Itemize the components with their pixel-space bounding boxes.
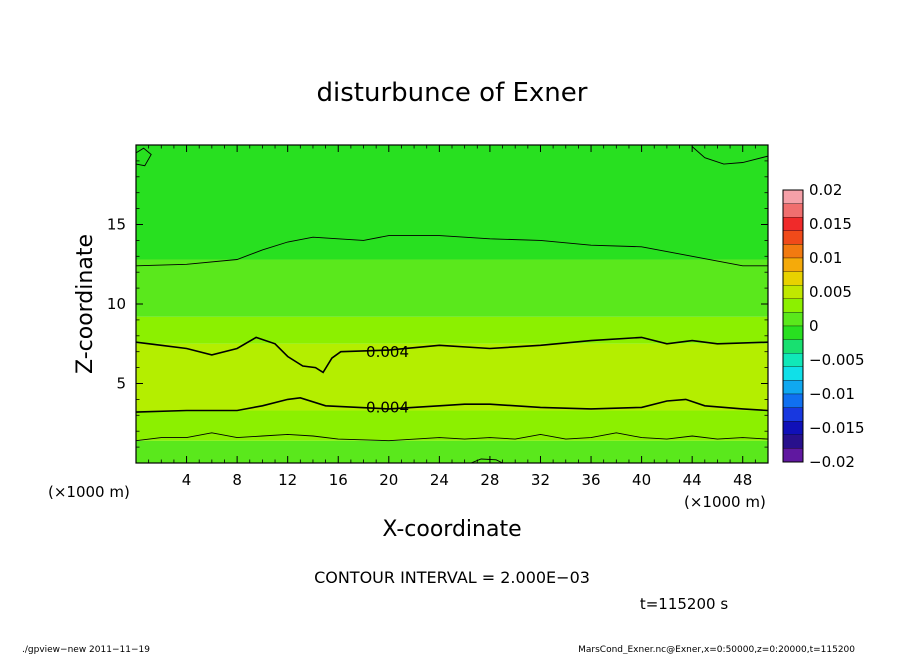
x-tick-label-28: 28 xyxy=(480,471,499,489)
x-tick-label-20: 20 xyxy=(379,471,398,489)
colorbar-level-3 xyxy=(782,230,804,245)
x-unit-left: (×1000 m) xyxy=(48,483,130,501)
contour-line-3 xyxy=(136,432,768,442)
x-tick-label-16: 16 xyxy=(329,471,348,489)
chart-title: disturbunce of Exner xyxy=(317,78,588,108)
x-axis-label: X-coordinate xyxy=(382,517,521,542)
contour-line-4 xyxy=(691,146,768,165)
colorbar-level-13 xyxy=(782,366,804,381)
colorbar-level-5 xyxy=(782,257,804,272)
field-band-1 xyxy=(136,410,768,441)
contour-interval-note: CONTOUR INTERVAL = 2.000E−03 xyxy=(314,568,590,587)
colorbar-label-1: 0.015 xyxy=(809,215,852,233)
colorbar-level-8 xyxy=(782,298,804,313)
field-band-2 xyxy=(136,343,768,411)
contour-closed-0 xyxy=(136,147,152,167)
contour-line-2 xyxy=(136,235,768,267)
colorbar-label-2: 0.01 xyxy=(809,249,842,267)
colorbar-level-19 xyxy=(782,448,804,463)
x-tick-label-4: 4 xyxy=(182,471,192,489)
x-tick-label-12: 12 xyxy=(278,471,297,489)
colorbar-level-12 xyxy=(782,353,804,367)
colorbar-level-10 xyxy=(782,325,804,340)
colorbar-level-11 xyxy=(782,339,804,354)
colorbar-label-6: −0.01 xyxy=(809,385,855,403)
x-tick-label-48: 48 xyxy=(733,471,752,489)
field-band-3 xyxy=(136,316,768,344)
colorbar-level-0 xyxy=(782,189,804,204)
plot-area xyxy=(136,145,768,463)
x-unit-right: (×1000 m) xyxy=(684,493,766,511)
colorbar-level-18 xyxy=(782,434,804,449)
colorbar-level-9 xyxy=(782,312,804,327)
footer-right: MarsCond_Exner.nc@Exner,x=0:50000,z=0:20… xyxy=(578,645,855,654)
colorbar-level-17 xyxy=(782,421,804,435)
colorbar-level-6 xyxy=(782,271,804,286)
x-tick-label-32: 32 xyxy=(531,471,550,489)
colorbar-label-8: −0.02 xyxy=(809,453,855,471)
colorbar-label-4: 0 xyxy=(809,317,819,335)
colorbar-frame xyxy=(782,189,804,463)
colorbar-level-2 xyxy=(782,217,804,231)
contour-label-1: 0.004 xyxy=(366,399,409,417)
time-label: t=115200 s xyxy=(640,595,728,613)
x-tick-label-24: 24 xyxy=(430,471,449,489)
colorbar-level-4 xyxy=(782,244,804,259)
colorbar-level-15 xyxy=(782,393,804,408)
field-band-5 xyxy=(136,145,768,260)
y-tick-label-5: 5 xyxy=(116,375,126,393)
field-band-4 xyxy=(136,259,768,317)
colorbar-label-3: 0.005 xyxy=(809,283,852,301)
colorbar-level-16 xyxy=(782,407,804,422)
x-tick-label-40: 40 xyxy=(632,471,651,489)
colorbar-level-7 xyxy=(782,285,804,299)
x-tick-label-36: 36 xyxy=(581,471,600,489)
contour-label-0: 0.004 xyxy=(366,343,409,361)
footer-left: ./gpview−new 2011−11−19 xyxy=(22,645,150,654)
colorbar-level-1 xyxy=(782,203,804,218)
y-tick-label-10: 10 xyxy=(107,295,126,313)
colorbar-label-7: −0.015 xyxy=(809,419,865,437)
contour-line-0 xyxy=(136,336,768,374)
x-tick-label-8: 8 xyxy=(232,471,242,489)
field-band-0 xyxy=(136,440,768,463)
y-axis-label: Z-coordinate xyxy=(73,234,98,374)
contour-closed-1 xyxy=(470,458,503,463)
colorbar-label-0: 0.02 xyxy=(809,181,842,199)
y-tick-label-15: 15 xyxy=(107,216,126,234)
x-tick-label-44: 44 xyxy=(683,471,702,489)
contour-line-1 xyxy=(136,396,768,413)
colorbar-level-14 xyxy=(782,380,804,395)
colorbar-label-5: −0.005 xyxy=(809,351,865,369)
